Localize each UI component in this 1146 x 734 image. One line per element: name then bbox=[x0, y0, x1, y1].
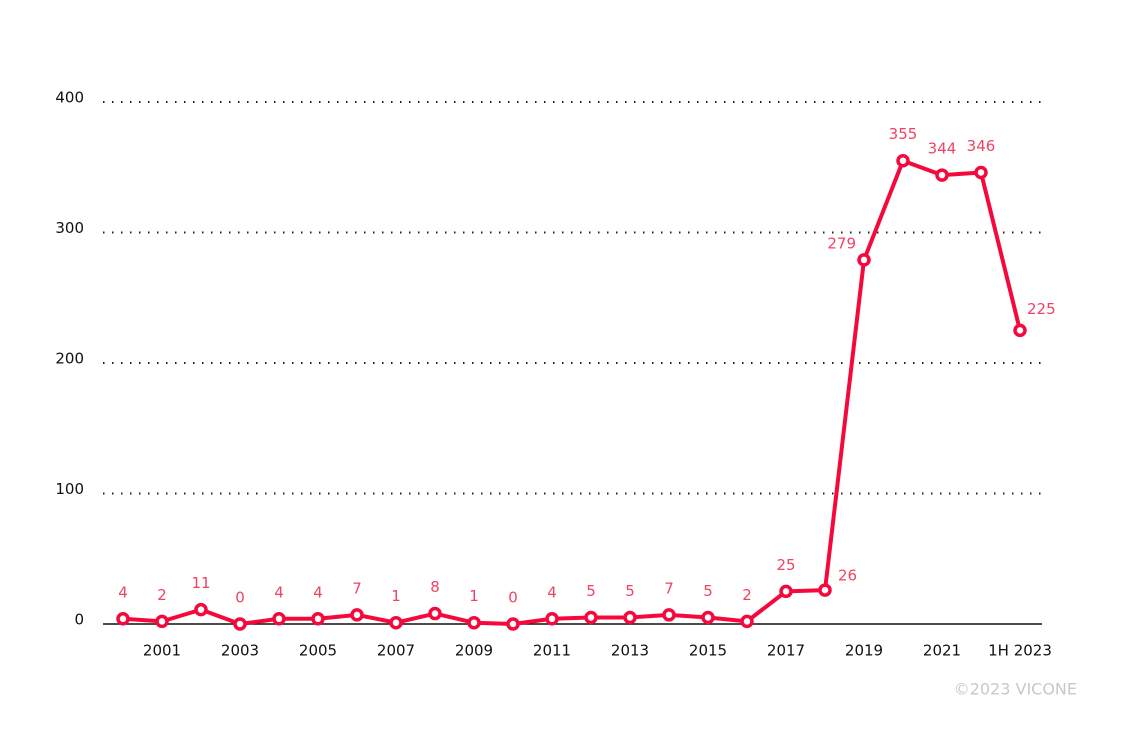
data-label: 11 bbox=[191, 574, 210, 592]
point bbox=[740, 614, 754, 629]
data-label: 25 bbox=[776, 556, 795, 574]
point bbox=[506, 617, 520, 631]
data-label: 0 bbox=[508, 589, 518, 607]
point bbox=[584, 610, 598, 625]
data-label: 355 bbox=[889, 125, 918, 143]
x-tick-label: 2017 bbox=[767, 642, 805, 660]
y-tick-label: 200 bbox=[55, 350, 84, 368]
y-tick-label: 300 bbox=[55, 219, 84, 237]
x-tick-label: 2013 bbox=[611, 642, 649, 660]
data-label: 5 bbox=[586, 582, 596, 600]
x-tick-label: 2019 bbox=[845, 642, 883, 660]
point bbox=[350, 608, 364, 622]
data-label: 5 bbox=[625, 582, 635, 600]
point bbox=[272, 612, 286, 626]
data-label: 4 bbox=[313, 583, 323, 601]
point bbox=[311, 612, 325, 626]
point bbox=[194, 602, 208, 617]
x-tick-label: 2007 bbox=[377, 642, 415, 660]
data-label: 2 bbox=[157, 586, 167, 604]
point bbox=[428, 606, 442, 621]
x-tick-label: 2021 bbox=[923, 642, 961, 660]
data-label: 8 bbox=[430, 578, 440, 596]
data-label: 344 bbox=[928, 140, 957, 158]
data-label: 26 bbox=[838, 567, 857, 585]
point bbox=[1013, 323, 1027, 338]
point bbox=[467, 615, 481, 630]
data-label: 346 bbox=[967, 137, 996, 155]
x-tick-label: 2015 bbox=[689, 642, 727, 660]
data-label: 279 bbox=[827, 234, 856, 252]
data-label: 2 bbox=[742, 586, 752, 604]
point bbox=[545, 612, 559, 626]
point bbox=[857, 253, 871, 267]
credit: ©2023 VICONE bbox=[954, 680, 1077, 699]
point bbox=[233, 617, 247, 631]
point bbox=[701, 610, 715, 625]
data-label: 4 bbox=[547, 583, 557, 601]
data-label: 225 bbox=[1027, 300, 1056, 318]
data-label: 4 bbox=[274, 583, 284, 601]
point bbox=[389, 615, 403, 630]
data-label: 1 bbox=[391, 587, 401, 605]
point bbox=[974, 165, 988, 180]
x-tick-label: 2001 bbox=[143, 642, 181, 660]
point bbox=[935, 168, 949, 182]
x-tick-label: 2005 bbox=[299, 642, 337, 660]
series-line bbox=[122, 158, 1022, 626]
x-tick-label: 2003 bbox=[221, 642, 259, 660]
data-label: 7 bbox=[352, 579, 362, 597]
point bbox=[662, 608, 676, 622]
point bbox=[116, 612, 130, 626]
data-label: 7 bbox=[664, 579, 674, 597]
x-tick-label: 2009 bbox=[455, 642, 493, 660]
x-tick-label: 1H 2023 bbox=[988, 642, 1052, 660]
data-label: 5 bbox=[703, 582, 713, 600]
point bbox=[896, 153, 910, 168]
point bbox=[155, 614, 169, 629]
y-tick-label: 100 bbox=[55, 480, 84, 498]
point bbox=[779, 584, 793, 599]
data-label: 0 bbox=[235, 589, 245, 607]
data-label: 1 bbox=[469, 587, 479, 605]
point bbox=[818, 583, 832, 597]
data-label: 4 bbox=[118, 583, 128, 601]
y-tick-label: 400 bbox=[55, 89, 84, 107]
point bbox=[623, 610, 637, 625]
y-tick-label: 0 bbox=[74, 611, 84, 629]
x-tick-label: 2011 bbox=[533, 642, 571, 660]
